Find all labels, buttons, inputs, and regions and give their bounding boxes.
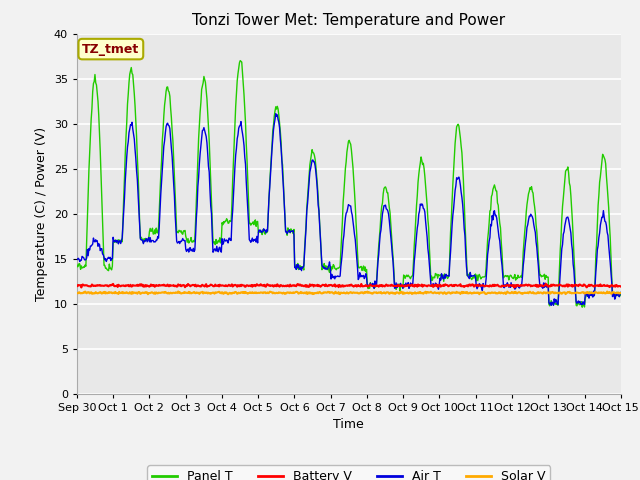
Title: Tonzi Tower Met: Temperature and Power: Tonzi Tower Met: Temperature and Power [192,13,506,28]
X-axis label: Time: Time [333,418,364,431]
Text: TZ_tmet: TZ_tmet [82,43,140,56]
Y-axis label: Temperature (C) / Power (V): Temperature (C) / Power (V) [35,127,48,300]
Legend: Panel T, Battery V, Air T, Solar V: Panel T, Battery V, Air T, Solar V [147,465,550,480]
